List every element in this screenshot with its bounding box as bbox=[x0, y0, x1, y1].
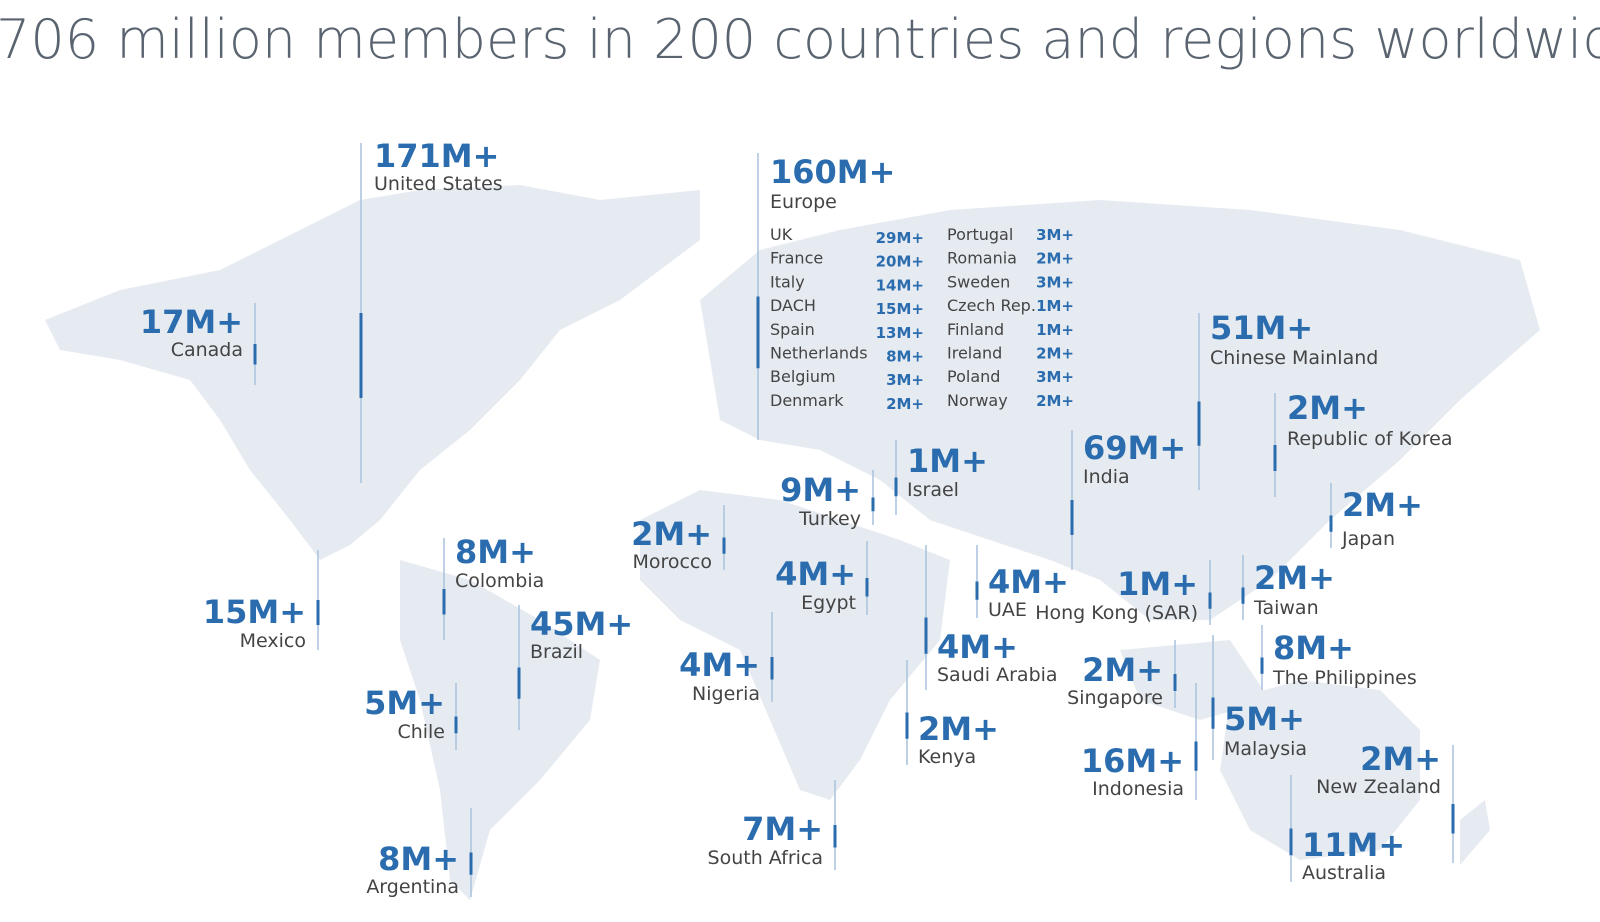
region-value: 1M+ bbox=[1117, 565, 1198, 603]
region-value: 171M+ bbox=[374, 137, 499, 175]
region-name: Indonesia bbox=[1092, 778, 1184, 800]
country-name: Italy bbox=[770, 272, 805, 291]
region-name: Taiwan bbox=[1253, 597, 1319, 619]
region-name: Argentina bbox=[366, 876, 459, 898]
region-name: Egypt bbox=[801, 592, 856, 614]
region-name: UAE bbox=[988, 599, 1027, 621]
country-name: France bbox=[770, 249, 823, 268]
country-value: 13M+ bbox=[876, 324, 924, 342]
country-name: Ireland bbox=[947, 344, 1002, 363]
country-name: Denmark bbox=[770, 391, 844, 410]
region-value: 2M+ bbox=[1342, 486, 1423, 524]
country-value: 3M+ bbox=[886, 371, 924, 389]
country-name: Belgium bbox=[770, 367, 836, 386]
country-value: 2M+ bbox=[886, 395, 924, 413]
country-name: Poland bbox=[947, 367, 1000, 386]
region-name: United States bbox=[374, 173, 503, 195]
region-name: Europe bbox=[770, 191, 837, 213]
region-value: 4M+ bbox=[679, 646, 760, 684]
region-name: Chile bbox=[397, 721, 445, 743]
country-value: 15M+ bbox=[876, 300, 924, 318]
region-value: 8M+ bbox=[378, 840, 459, 878]
country-value: 20M+ bbox=[876, 253, 924, 271]
country-value: 3M+ bbox=[1036, 368, 1074, 386]
region-value: 4M+ bbox=[775, 555, 856, 593]
region-name: Republic of Korea bbox=[1287, 428, 1452, 450]
region-value: 8M+ bbox=[455, 533, 536, 571]
country-name: Finland bbox=[947, 320, 1004, 339]
title: 706 million members in 200 countries and… bbox=[0, 8, 1600, 71]
region-value: 2M+ bbox=[918, 710, 999, 748]
country-name: Netherlands bbox=[770, 344, 868, 363]
region-name: Kenya bbox=[918, 746, 976, 768]
region-value: 2M+ bbox=[1360, 740, 1441, 778]
country-value: 1M+ bbox=[1036, 297, 1074, 315]
country-value: 2M+ bbox=[1036, 250, 1074, 268]
region-value: 9M+ bbox=[780, 471, 861, 509]
world-map bbox=[45, 185, 1540, 900]
region-name: Morocco bbox=[632, 551, 712, 573]
country-name: UK bbox=[770, 225, 793, 244]
region-value: 8M+ bbox=[1273, 629, 1354, 667]
region-name: Australia bbox=[1302, 862, 1386, 884]
country-name: Sweden bbox=[947, 272, 1010, 291]
region-name: Hong Kong (SAR) bbox=[1035, 602, 1198, 624]
region-name: Turkey bbox=[798, 508, 861, 530]
country-name: Czech Rep. bbox=[947, 296, 1036, 315]
region-name: Japan bbox=[1341, 528, 1395, 550]
country-name: Romania bbox=[947, 249, 1017, 268]
country-value: 29M+ bbox=[876, 229, 924, 247]
region-value: 51M+ bbox=[1210, 309, 1313, 347]
region-name: Mexico bbox=[240, 630, 306, 652]
region-name: Canada bbox=[171, 339, 243, 361]
labels: 171M+United States17M+Canada15M+Mexico8M… bbox=[140, 137, 1455, 898]
region-value: 4M+ bbox=[937, 628, 1018, 666]
region-value: 11M+ bbox=[1302, 826, 1405, 864]
region-name: South Africa bbox=[708, 847, 823, 869]
region-value: 2M+ bbox=[1082, 651, 1163, 689]
country-value: 14M+ bbox=[876, 276, 924, 294]
region-value: 5M+ bbox=[364, 684, 445, 722]
region-value: 5M+ bbox=[1224, 700, 1305, 738]
country-value: 2M+ bbox=[1036, 345, 1074, 363]
region-name: Brazil bbox=[530, 641, 583, 663]
country-name: Norway bbox=[947, 391, 1008, 410]
region-name: Chinese Mainland bbox=[1210, 347, 1378, 369]
country-name: Portugal bbox=[947, 225, 1013, 244]
region-value: 2M+ bbox=[1287, 389, 1368, 427]
region-value: 15M+ bbox=[203, 593, 306, 631]
region-value: 7M+ bbox=[742, 810, 823, 848]
region-name: Singapore bbox=[1067, 687, 1163, 709]
region-value: 17M+ bbox=[140, 303, 243, 341]
region-value: 160M+ bbox=[770, 153, 895, 191]
country-name: DACH bbox=[770, 296, 816, 315]
country-value: 3M+ bbox=[1036, 273, 1074, 291]
region-value: 4M+ bbox=[988, 563, 1069, 601]
region-name: Colombia bbox=[455, 570, 544, 592]
region-value: 45M+ bbox=[530, 605, 633, 643]
region-value: 2M+ bbox=[1254, 559, 1335, 597]
region-name: Israel bbox=[907, 479, 959, 501]
country-value: 8M+ bbox=[886, 348, 924, 366]
region-value: 16M+ bbox=[1081, 742, 1184, 780]
region-name: Nigeria bbox=[692, 683, 760, 705]
region-name: Malaysia bbox=[1224, 738, 1307, 760]
region-name: New Zealand bbox=[1316, 776, 1441, 798]
region-value: 69M+ bbox=[1083, 429, 1186, 467]
region-name: India bbox=[1083, 466, 1130, 488]
region-value: 1M+ bbox=[907, 442, 988, 480]
region-name: The Philippines bbox=[1272, 667, 1417, 689]
region-value: 2M+ bbox=[631, 515, 712, 553]
country-value: 2M+ bbox=[1036, 392, 1074, 410]
country-name: Spain bbox=[770, 320, 815, 339]
country-value: 1M+ bbox=[1036, 321, 1074, 339]
region-name: Saudi Arabia bbox=[937, 664, 1058, 686]
country-value: 3M+ bbox=[1036, 226, 1074, 244]
